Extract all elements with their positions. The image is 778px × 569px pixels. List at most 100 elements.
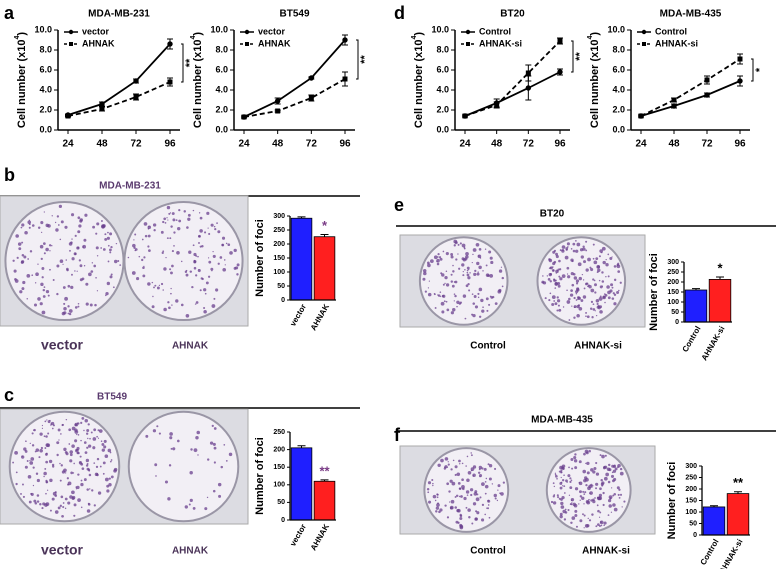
x-tick-label: AHNAK — [309, 522, 331, 552]
colony — [494, 497, 497, 500]
colony — [88, 272, 92, 277]
colony — [479, 475, 481, 478]
colony — [29, 459, 31, 462]
colony — [43, 475, 45, 478]
colony — [587, 285, 589, 288]
point — [737, 56, 743, 62]
colony — [454, 241, 458, 245]
colony — [587, 517, 589, 520]
colony — [590, 267, 594, 272]
colony — [96, 435, 98, 438]
y-label-text: Cell number (x10 — [192, 39, 204, 128]
colony — [21, 241, 24, 244]
colony — [579, 495, 583, 498]
colony — [46, 419, 48, 421]
colony — [563, 474, 565, 476]
colony — [444, 457, 449, 461]
colony — [80, 462, 84, 466]
colony — [559, 249, 562, 252]
colony — [203, 310, 207, 314]
colony — [597, 509, 600, 513]
colony — [605, 263, 609, 267]
y-tick-label: 150 — [273, 255, 285, 262]
colony — [88, 444, 92, 448]
colony — [590, 468, 594, 472]
colony — [17, 242, 22, 246]
legend-label: vector — [258, 26, 286, 36]
bar — [708, 278, 732, 323]
y-tick-label: 10.0 — [34, 24, 52, 34]
colony — [432, 484, 434, 487]
colony — [172, 447, 176, 451]
colony — [45, 492, 47, 495]
colony — [213, 225, 216, 228]
colony — [556, 299, 561, 303]
colony — [552, 495, 555, 498]
colony — [444, 504, 447, 507]
photo-title: BT549 — [97, 392, 127, 403]
colony — [96, 222, 100, 226]
colony — [459, 513, 462, 517]
colony — [596, 305, 600, 309]
colony — [163, 267, 167, 271]
colony — [455, 520, 459, 524]
colony — [584, 476, 588, 480]
colony — [481, 503, 485, 507]
error-bar — [320, 233, 329, 237]
colony — [465, 506, 468, 509]
colony — [91, 489, 94, 492]
colony — [489, 256, 493, 260]
colony — [497, 484, 501, 488]
colony — [100, 440, 103, 442]
colony — [180, 260, 183, 263]
y-label-superscript: 4 — [190, 35, 197, 39]
legend-marker — [68, 29, 74, 35]
colony — [603, 524, 605, 527]
colony — [217, 230, 221, 234]
y-tick-label: 150 — [273, 464, 285, 471]
colony — [131, 271, 136, 275]
colony — [595, 525, 598, 528]
colony — [470, 467, 475, 471]
colony — [203, 231, 207, 234]
colony — [142, 266, 145, 270]
colony — [555, 272, 557, 274]
colony — [30, 457, 35, 461]
colony — [218, 494, 222, 498]
colony — [461, 243, 466, 248]
y-tick-label: 250 — [273, 429, 285, 436]
colony — [581, 274, 584, 276]
colony — [592, 308, 596, 311]
colony — [476, 272, 480, 276]
colony — [74, 439, 78, 443]
colony — [435, 506, 440, 510]
panel-letter: b — [4, 165, 15, 185]
colony — [15, 482, 18, 486]
colony — [594, 283, 597, 287]
colony — [593, 260, 598, 265]
colony — [619, 471, 624, 476]
colony — [487, 499, 491, 503]
colony — [556, 477, 558, 480]
colony — [219, 256, 223, 259]
y-tick-label: 100 — [273, 269, 285, 276]
colony — [433, 255, 438, 260]
colony — [462, 294, 467, 298]
colony — [61, 423, 64, 427]
colony — [494, 467, 497, 470]
dish — [418, 236, 509, 326]
colony — [494, 302, 498, 306]
colony — [48, 459, 53, 464]
colony — [434, 499, 437, 502]
y-tick-label: 150 — [667, 289, 679, 296]
colony — [585, 282, 588, 286]
colony — [75, 486, 78, 488]
colony — [100, 220, 103, 222]
colony — [225, 459, 228, 462]
colony — [444, 276, 448, 280]
colony — [41, 507, 44, 510]
colony — [477, 471, 481, 474]
colony — [167, 301, 170, 304]
colony — [77, 246, 80, 249]
point — [494, 102, 500, 108]
